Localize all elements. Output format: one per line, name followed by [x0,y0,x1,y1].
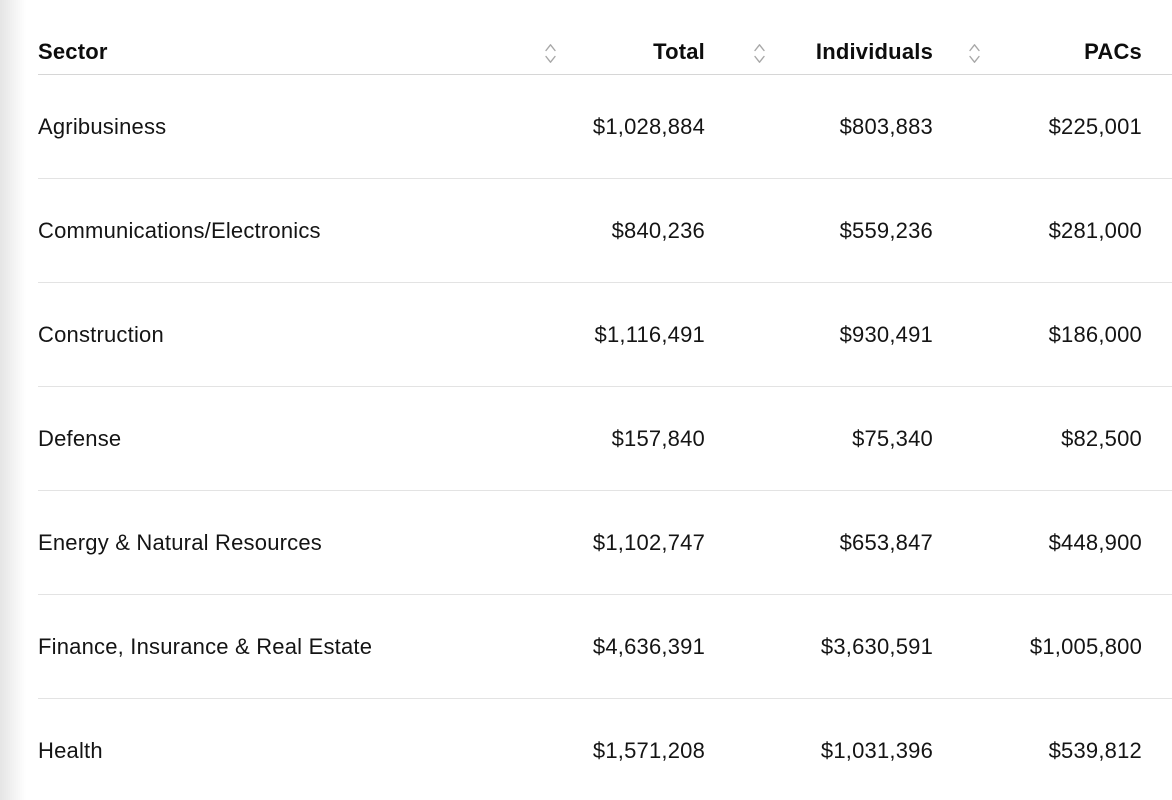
sector-cell: Construction [38,321,164,347]
individuals-cell: $75,340 [852,425,933,451]
sort-icon[interactable] [968,43,981,64]
individuals-cell: $559,236 [839,217,933,243]
sector-cell: Agribusiness [38,113,167,139]
individuals-cell: $1,031,396 [820,738,933,763]
total-cell: $840,236 [611,217,705,243]
pacs-cell: $539,812 [1048,738,1142,763]
individuals-cell: $930,491 [839,321,933,347]
pacs-cell: $1,005,800 [1029,633,1142,659]
sector-cell: Defense [38,425,122,451]
total-cell: $1,102,747 [592,529,705,555]
total-cell: $1,116,491 [594,321,705,347]
total-cell: $1,028,884 [592,113,705,139]
total-cell: $1,571,208 [592,738,705,763]
sector-cell: Communications/Electronics [38,217,321,243]
individuals-cell: $3,630,591 [820,633,933,659]
column-header-pacs[interactable]: PACs [1084,39,1142,64]
total-sort-icon-cell [705,43,813,65]
column-header-sector[interactable]: Sector [38,39,108,64]
column-header-individuals[interactable]: Individuals [815,39,933,64]
table-row: Construction $1,116,491 $930,491 $186,00… [38,283,1172,387]
individuals-cell: $653,847 [839,529,933,555]
sector-sort-icon-cell [535,43,565,65]
total-cell: $4,636,391 [592,633,705,659]
table-row: Communications/Electronics $840,236 $559… [38,179,1172,283]
table-row: Agribusiness $1,028,884 $803,883 $225,00… [38,75,1172,179]
pacs-cell: $448,900 [1048,529,1142,555]
individuals-sort-icon-cell [933,43,1015,65]
pacs-cell: $281,000 [1048,217,1142,243]
sort-icon[interactable] [544,43,557,64]
column-header-total[interactable]: Total [653,39,705,64]
pacs-cell: $186,000 [1048,321,1142,347]
sector-cell: Energy & Natural Resources [38,529,322,555]
sort-icon[interactable] [753,43,766,64]
sector-cell: Health [38,738,103,763]
table-row: Health $1,571,208 $1,031,396 $539,812 [38,699,1172,800]
table-header-row: Sector Total Individuals [38,0,1172,75]
pacs-cell: $82,500 [1061,425,1142,451]
table-row: Defense $157,840 $75,340 $82,500 [38,387,1172,491]
pacs-cell: $225,001 [1048,113,1142,139]
individuals-cell: $803,883 [839,113,933,139]
sector-cell: Finance, Insurance & Real Estate [38,633,373,659]
table-row: Finance, Insurance & Real Estate $4,636,… [38,595,1172,699]
total-cell: $157,840 [611,425,705,451]
table-row: Energy & Natural Resources $1,102,747 $6… [38,491,1172,595]
